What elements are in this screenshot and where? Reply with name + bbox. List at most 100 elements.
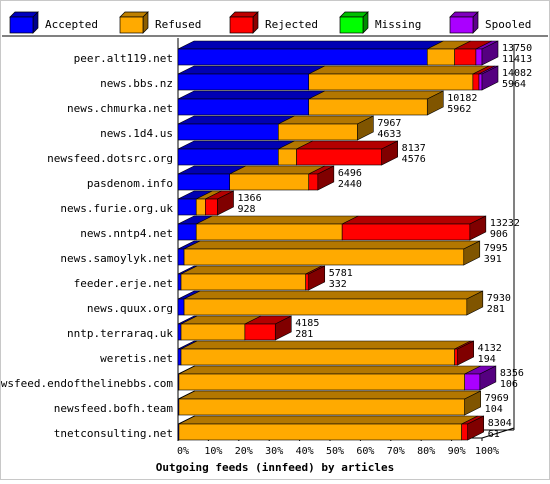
bar-refused	[195, 198, 206, 216]
bar-refused-top	[308, 65, 490, 75]
bar-refused	[183, 248, 465, 266]
bar-accepted	[177, 298, 185, 316]
bar-refused-side	[426, 90, 444, 116]
bar-accepted-top	[177, 140, 295, 150]
bar-refused	[278, 148, 297, 166]
bar-refused	[183, 298, 468, 316]
value-label-accepted: 2440	[338, 179, 362, 190]
bar-spooled-side	[481, 65, 499, 91]
floor-right-edge	[481, 427, 515, 439]
x-tick-label: 60%	[356, 446, 374, 457]
bar-accepted	[177, 273, 182, 291]
legend: Accepted Refused Rejected Missing Spooled	[2, 11, 548, 37]
bar-refused-top	[196, 215, 359, 225]
bar-accepted-top	[177, 90, 325, 100]
legend-label: Missing	[375, 18, 421, 31]
bar-accepted-top	[177, 40, 444, 50]
bar-accepted	[177, 248, 185, 266]
value-label-accepted: 391	[484, 254, 502, 265]
bar-accepted	[177, 73, 310, 91]
value-label-accepted: 281	[487, 304, 505, 315]
bar-accepted	[177, 123, 279, 141]
bar-row	[177, 115, 374, 141]
value-label-accepted: 928	[238, 204, 256, 215]
bar-refused-top	[308, 90, 444, 100]
row-label: news.quux.org	[87, 302, 173, 315]
value-label-offered: 8304	[488, 418, 512, 429]
value-label-accepted: 194	[478, 354, 496, 365]
bar-rejected-side	[217, 190, 234, 216]
row-label: news.chmurka.net	[67, 102, 173, 115]
bar-refused-top	[180, 340, 471, 350]
x-tick-label: 40%	[296, 446, 314, 457]
bar-rejected	[305, 273, 310, 291]
bar-row	[177, 240, 481, 266]
bar-accepted	[177, 48, 428, 66]
legend-swatch	[119, 16, 144, 34]
row-label: weretis.net	[100, 352, 173, 365]
bar-refused-top	[183, 290, 483, 300]
legend-item-spooled: Spooled	[449, 11, 531, 34]
value-label-offered: 7995	[484, 243, 508, 254]
bar-row	[177, 365, 497, 391]
legend-label: Spooled	[485, 18, 531, 31]
x-tick-label: 80%	[417, 446, 435, 457]
legend-swatch	[339, 16, 364, 34]
value-label-accepted: 5962	[447, 104, 471, 115]
legend-item-refused: Refused	[119, 11, 201, 34]
value-label-offered: 8356	[500, 368, 524, 379]
bar-refused	[426, 48, 455, 66]
row-label: nntp.terraraq.uk	[67, 327, 173, 340]
bar-accepted	[177, 98, 310, 116]
row-label: pasdenom.info	[87, 177, 173, 190]
bar-refused	[178, 398, 465, 416]
bar-rejected	[205, 198, 218, 216]
legend-label: Refused	[155, 18, 201, 31]
value-label-offered: 6496	[338, 168, 362, 179]
value-label-offered: 4185	[295, 318, 319, 329]
bar-rejected-side	[381, 140, 398, 166]
bar-refused	[180, 323, 246, 341]
x-tick-label: 90%	[448, 446, 466, 457]
bar-rejected	[454, 48, 477, 66]
value-label-accepted: 906	[490, 229, 508, 240]
value-label-accepted: 332	[329, 279, 347, 290]
bar-refused	[180, 348, 455, 366]
bar-row	[177, 390, 481, 416]
bar-row	[177, 265, 326, 291]
bar-refused	[308, 98, 428, 116]
value-label-offered: 7930	[487, 293, 511, 304]
value-label-offered: 5781	[329, 268, 353, 279]
bar-accepted	[177, 323, 182, 341]
bar-rejected	[296, 148, 382, 166]
x-tick-label: 10%	[204, 446, 222, 457]
bar-rejected-side	[274, 315, 292, 341]
bar-accepted	[177, 148, 279, 166]
value-label-accepted: 11413	[502, 54, 532, 65]
value-label-accepted: 4633	[377, 129, 401, 140]
bar-rejected	[454, 348, 458, 366]
legend-swatch	[9, 16, 34, 34]
bar-spooled	[464, 373, 481, 391]
bar-row	[177, 215, 487, 241]
bar-row	[177, 140, 398, 166]
bar-row	[177, 315, 292, 341]
bar-refused-side	[463, 240, 481, 266]
row-label: news.bbs.nz	[100, 77, 173, 90]
bar-refused-top	[178, 365, 481, 375]
value-label-accepted: 4576	[402, 154, 426, 165]
bar-refused-side	[466, 290, 484, 316]
value-label-offered: 7967	[377, 118, 401, 129]
chart-title: Outgoing feeds (innfeed) by articles	[156, 461, 394, 474]
bar-refused-top	[178, 415, 478, 425]
row-label: news.samoylyk.net	[60, 252, 173, 265]
bar-rejected-side	[469, 215, 487, 241]
value-label-offered: 7969	[485, 393, 509, 404]
row-labels: peer.alt119.net news.bbs.nz news.chmurka.n…	[0, 52, 173, 440]
bar-accepted-top	[177, 65, 325, 75]
bar-row	[177, 340, 474, 366]
bar-accepted	[177, 223, 197, 241]
bar-rejected-side	[467, 415, 485, 441]
